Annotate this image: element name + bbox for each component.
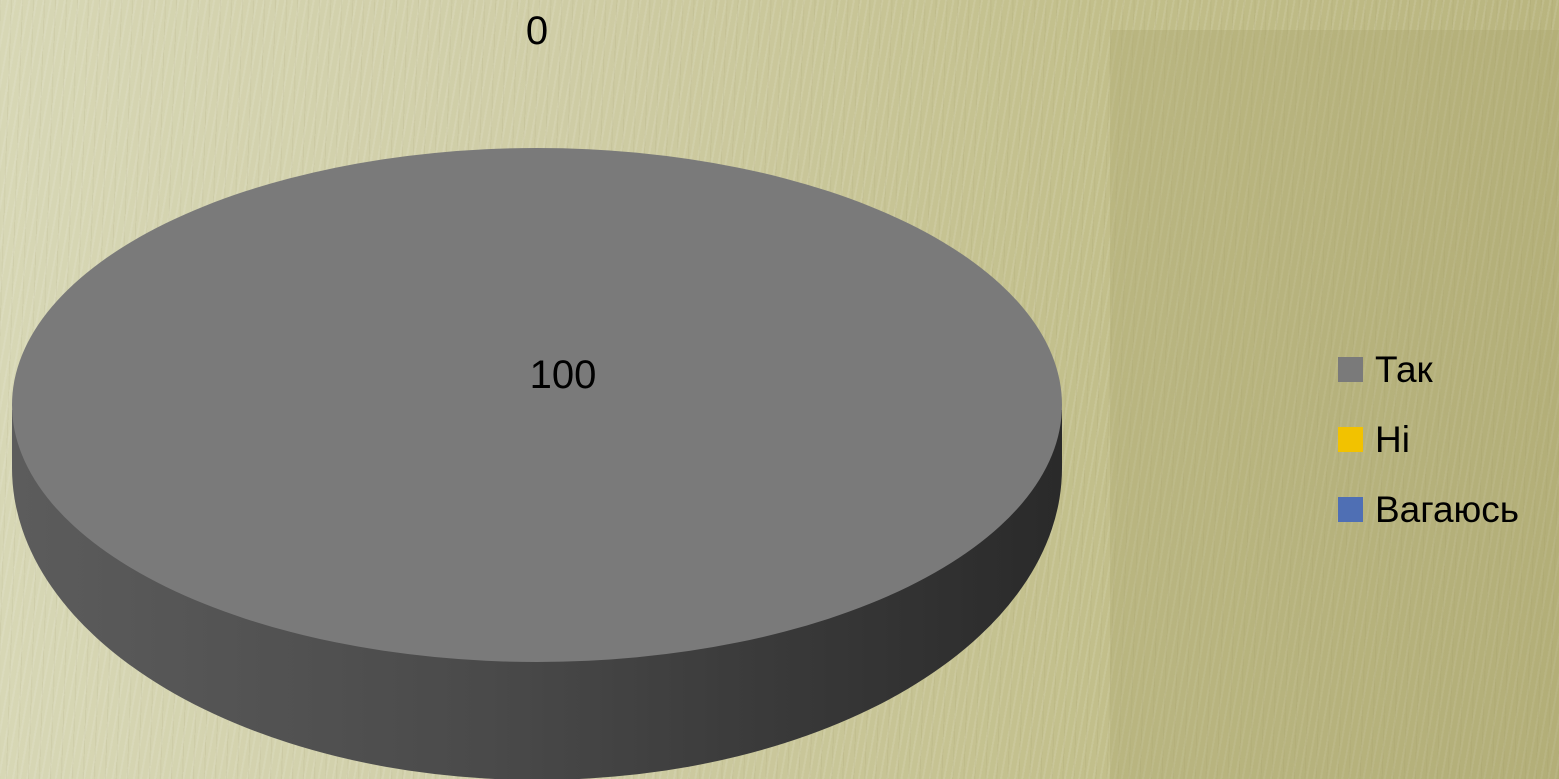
legend-swatch-tak <box>1338 356 1363 382</box>
legend-swatch-ni <box>1338 426 1363 452</box>
legend-item-ni: Ні <box>1338 404 1519 474</box>
legend-item-tak: Так <box>1338 334 1519 404</box>
data-label-tak: 100 <box>530 353 597 397</box>
legend-swatch-vahaius <box>1338 496 1363 522</box>
legend-label-tak: Так <box>1375 348 1433 390</box>
legend-label-vahaius: Вагаюсь <box>1375 488 1520 530</box>
legend-label-ni: Ні <box>1375 418 1410 460</box>
data-label-zero: 0 <box>526 9 548 53</box>
background-panel <box>1110 30 1559 779</box>
legend: Так Ні Вагаюсь <box>1338 334 1519 544</box>
legend-item-vahaius: Вагаюсь <box>1338 474 1519 544</box>
pie-slice-tak <box>12 148 1062 662</box>
